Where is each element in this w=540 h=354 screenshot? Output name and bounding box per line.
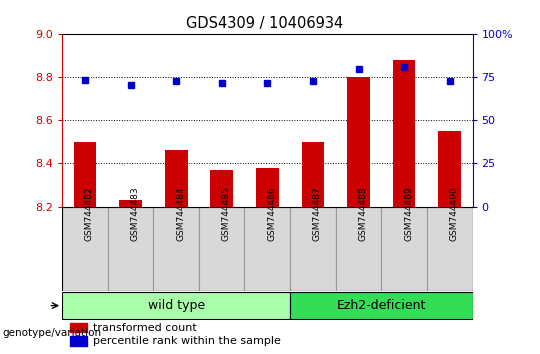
Text: GSM744483: GSM744483	[131, 186, 139, 241]
FancyBboxPatch shape	[107, 207, 153, 291]
Text: transformed count: transformed count	[93, 322, 197, 332]
Bar	[119, 200, 142, 207]
FancyBboxPatch shape	[245, 207, 290, 291]
FancyBboxPatch shape	[381, 207, 427, 291]
Bar	[210, 170, 233, 207]
Text: percentile rank within the sample: percentile rank within the sample	[93, 336, 281, 346]
Bar	[347, 77, 370, 207]
Bar	[256, 168, 279, 207]
Text: genotype/variation: genotype/variation	[3, 329, 102, 338]
FancyBboxPatch shape	[427, 207, 472, 291]
Bar	[165, 150, 187, 207]
FancyBboxPatch shape	[153, 207, 199, 291]
FancyBboxPatch shape	[290, 292, 472, 319]
Text: GSM744488: GSM744488	[359, 186, 368, 241]
FancyBboxPatch shape	[199, 207, 245, 291]
FancyBboxPatch shape	[62, 207, 107, 291]
FancyBboxPatch shape	[62, 292, 290, 319]
Text: GSM744487: GSM744487	[313, 186, 322, 241]
Text: GSM744482: GSM744482	[85, 186, 94, 241]
Text: wild type: wild type	[147, 299, 205, 312]
Bar	[393, 59, 415, 207]
Text: GSM744489: GSM744489	[404, 186, 413, 241]
Bar	[73, 142, 96, 207]
Text: GDS4309 / 10406934: GDS4309 / 10406934	[186, 16, 343, 31]
Text: GSM744490: GSM744490	[450, 186, 458, 241]
FancyBboxPatch shape	[290, 207, 336, 291]
Text: GSM744486: GSM744486	[267, 186, 276, 241]
Bar	[301, 142, 325, 207]
Bar	[70, 323, 87, 332]
Text: GSM744485: GSM744485	[222, 186, 231, 241]
FancyBboxPatch shape	[336, 207, 381, 291]
Text: GSM744484: GSM744484	[176, 186, 185, 241]
Text: Ezh2-deficient: Ezh2-deficient	[336, 299, 426, 312]
Bar	[70, 336, 87, 346]
Bar	[438, 131, 461, 207]
